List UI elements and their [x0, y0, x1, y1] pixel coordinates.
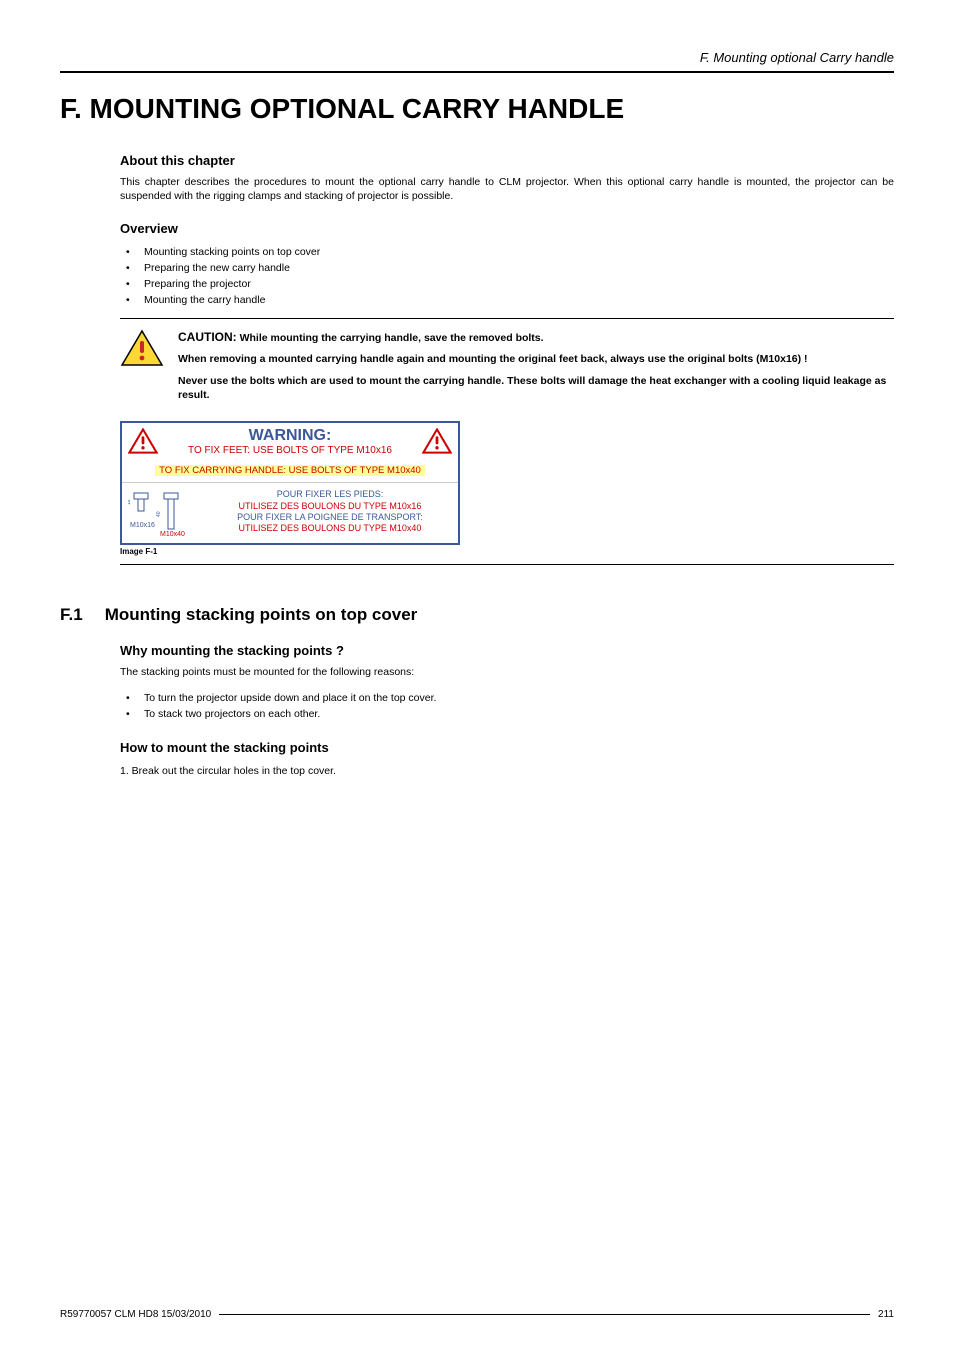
chapter-title: F. MOUNTING OPTIONAL CARRY HANDLE	[60, 93, 894, 125]
caution-line3: Never use the bolts which are used to mo…	[178, 374, 894, 402]
list-item: Preparing the projector	[120, 276, 894, 292]
why-text: The stacking points must be mounted for …	[120, 666, 894, 680]
how-steps: 1. Break out the circular holes in the t…	[120, 763, 894, 779]
overview-list: Mounting stacking points on top cover Pr…	[120, 244, 894, 308]
warning-triangle-icon	[422, 428, 452, 454]
running-header: F. Mounting optional Carry handle	[60, 50, 894, 65]
why-heading: Why mounting the stacking points ?	[120, 643, 894, 658]
footer-page-number: 211	[878, 1309, 894, 1320]
svg-text:16: 16	[128, 499, 132, 505]
bolt-diagram-icon: 16 M10x16 40 M10x40	[128, 487, 198, 537]
about-heading: About this chapter	[120, 153, 894, 168]
footer-doc-ref: R59770057 CLM HD8 15/03/2010	[60, 1309, 211, 1320]
svg-text:40: 40	[156, 511, 162, 517]
image-caption: Image F-1	[120, 547, 894, 556]
warning-fr-line2: POUR FIXER LA POIGNEE DE TRANSPORT:	[208, 512, 452, 523]
caution-label: CAUTION:	[178, 330, 237, 344]
step-item: 1. Break out the circular holes in the t…	[120, 763, 894, 779]
list-item: Preparing the new carry handle	[120, 260, 894, 276]
divider	[120, 564, 894, 565]
warning-label-title: WARNING:	[164, 427, 416, 445]
svg-text:M10x40: M10x40	[160, 531, 185, 537]
divider	[120, 318, 894, 319]
list-item: To stack two projectors on each other.	[120, 706, 894, 722]
warning-fr-title: POUR FIXER LES PIEDS:	[208, 489, 452, 500]
page-footer: R59770057 CLM HD8 15/03/2010 211	[60, 1309, 894, 1320]
svg-text:M10x16: M10x16	[130, 522, 155, 529]
overview-heading: Overview	[120, 221, 894, 236]
footer-rule	[219, 1314, 870, 1315]
list-item: Mounting the carry handle	[120, 292, 894, 308]
caution-line1: While mounting the carrying handle, save…	[240, 332, 544, 344]
header-rule	[60, 71, 894, 73]
section-title: Mounting stacking points on top cover	[105, 605, 418, 625]
section-heading: F.1 Mounting stacking points on top cove…	[60, 605, 894, 625]
list-item: To turn the projector upside down and pl…	[120, 690, 894, 706]
about-text: This chapter describes the procedures to…	[120, 176, 894, 203]
warning-en-line1: TO FIX FEET: USE BOLTS OF TYPE M10x16	[164, 445, 416, 456]
warning-fr-line1: UTILISEZ DES BOULONS DU TYPE M10x16	[208, 501, 452, 512]
why-list: To turn the projector upside down and pl…	[120, 690, 894, 722]
warning-fr-line3: UTILISEZ DES BOULONS DU TYPE M10x40	[208, 523, 452, 534]
caution-line2: When removing a mounted carrying handle …	[178, 352, 894, 366]
warning-triangle-icon	[128, 428, 158, 454]
list-item: Mounting stacking points on top cover	[120, 244, 894, 260]
caution-text-block: CAUTION: While mounting the carrying han…	[178, 329, 894, 409]
warning-label-image: WARNING: TO FIX FEET: USE BOLTS OF TYPE …	[120, 421, 460, 545]
warning-en-line2: TO FIX CARRYING HANDLE: USE BOLTS OF TYP…	[155, 465, 425, 476]
how-heading: How to mount the stacking points	[120, 740, 894, 755]
warning-triangle-icon	[120, 329, 164, 367]
section-number: F.1	[60, 605, 83, 625]
